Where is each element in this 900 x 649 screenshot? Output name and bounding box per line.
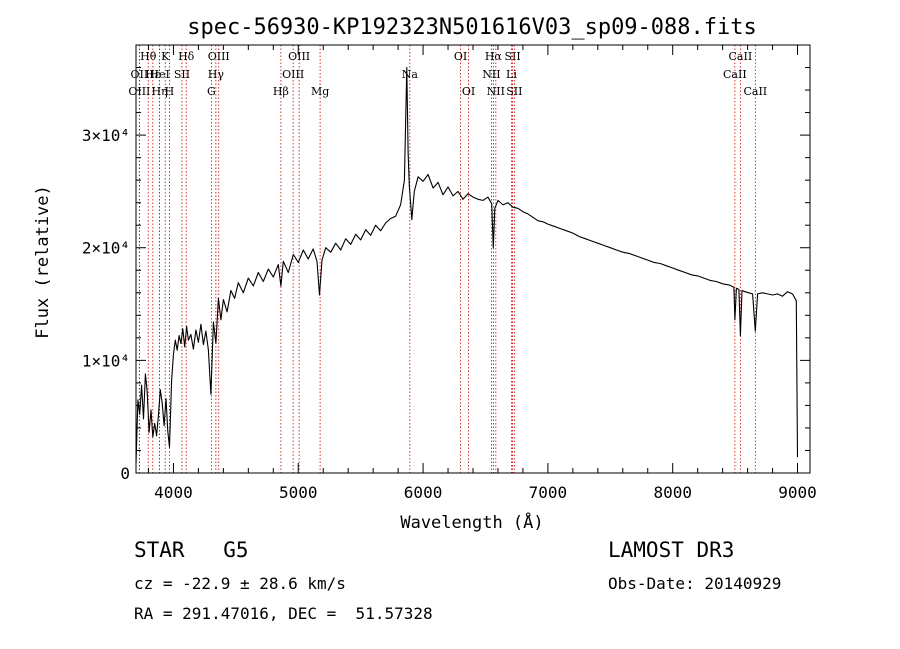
plot-frame: [135, 44, 811, 474]
line-label-26: CaII: [729, 50, 753, 63]
x-tick-label-5: 9000: [778, 483, 817, 502]
line-label-23: SII: [504, 50, 520, 63]
line-label-3: Hε: [145, 68, 161, 81]
class-label: STAR: [134, 538, 185, 562]
line-label-24: Li: [506, 68, 517, 81]
x-tick-label-4: 8000: [653, 483, 692, 502]
line-label-12: G: [207, 85, 216, 98]
line-label-16: Mg: [311, 85, 329, 98]
spectral-line-markers: [138, 45, 756, 473]
y-tick-label-0: 0: [120, 464, 130, 483]
line-label-17: Na: [402, 68, 419, 81]
y-tick-label-1: 1×10⁴: [82, 351, 130, 370]
line-label-6: HeI: [149, 68, 169, 81]
line-label-27: CaII: [723, 68, 747, 81]
x-axis-label: Wavelength (Å): [400, 511, 543, 533]
spectral-line-labels: Hθ OII OIII HεK Hη HeI H SII Hδ OIII Hγ G Hβ OIII OIII…: [128, 50, 767, 98]
line-label-11: Hγ: [208, 68, 225, 81]
line-label-25: SII: [506, 85, 522, 98]
x-axis: 4000 5000 6000 7000 8000 9000: [147, 45, 817, 502]
y-tick-label-2: 2×10⁴: [82, 239, 130, 258]
chart-title: spec-56930-KP192323N501616V03_sp09-088.f…: [187, 15, 757, 40]
line-label-2: OIII: [128, 85, 150, 98]
y-tick-label-3: 3×10⁴: [82, 126, 130, 145]
obs-date-label: Obs-Date: 20140929: [608, 574, 782, 593]
line-label-7: H: [165, 85, 175, 98]
line-label-15: OIII: [282, 68, 304, 81]
line-label-10: OIII: [208, 50, 230, 63]
redshift-label: cz = -22.9 ± 28.6 km/s: [134, 574, 346, 593]
y-axis-label: Flux (relative): [33, 185, 53, 339]
line-label-9: Hδ: [178, 50, 195, 63]
line-label-18: OI: [454, 50, 467, 63]
line-label-5: Hη: [151, 85, 167, 98]
line-label-19: OI: [462, 85, 475, 98]
line-label-21: NII: [482, 68, 500, 81]
x-tick-label-2: 6000: [404, 483, 443, 502]
subclass-label: G5: [223, 538, 249, 562]
survey-label: LAMOST DR3: [608, 538, 735, 562]
x-tick-label-3: 7000: [529, 483, 568, 502]
x-tick-label-1: 5000: [279, 483, 318, 502]
x-tick-label-0: 4000: [154, 483, 193, 502]
line-label-28: CaII: [743, 85, 767, 98]
y-axis: 0 1×10⁴ 2×10⁴ 3×10⁴: [82, 67, 810, 483]
coordinates-label: RA = 291.47016, DEC = 51.57328: [134, 604, 433, 623]
line-label-20: Hα: [485, 50, 503, 63]
spectrum-line: [135, 66, 799, 465]
line-label-14: OIII: [288, 50, 310, 63]
object-class: STAR G5: [134, 538, 249, 562]
line-label-0: Hθ: [140, 50, 157, 63]
line-label-13: Hβ: [273, 85, 289, 98]
line-label-4: K: [161, 50, 170, 63]
line-label-8: SII: [174, 68, 190, 81]
line-label-22: NII: [487, 85, 505, 98]
line-label-1: OII: [131, 68, 149, 81]
